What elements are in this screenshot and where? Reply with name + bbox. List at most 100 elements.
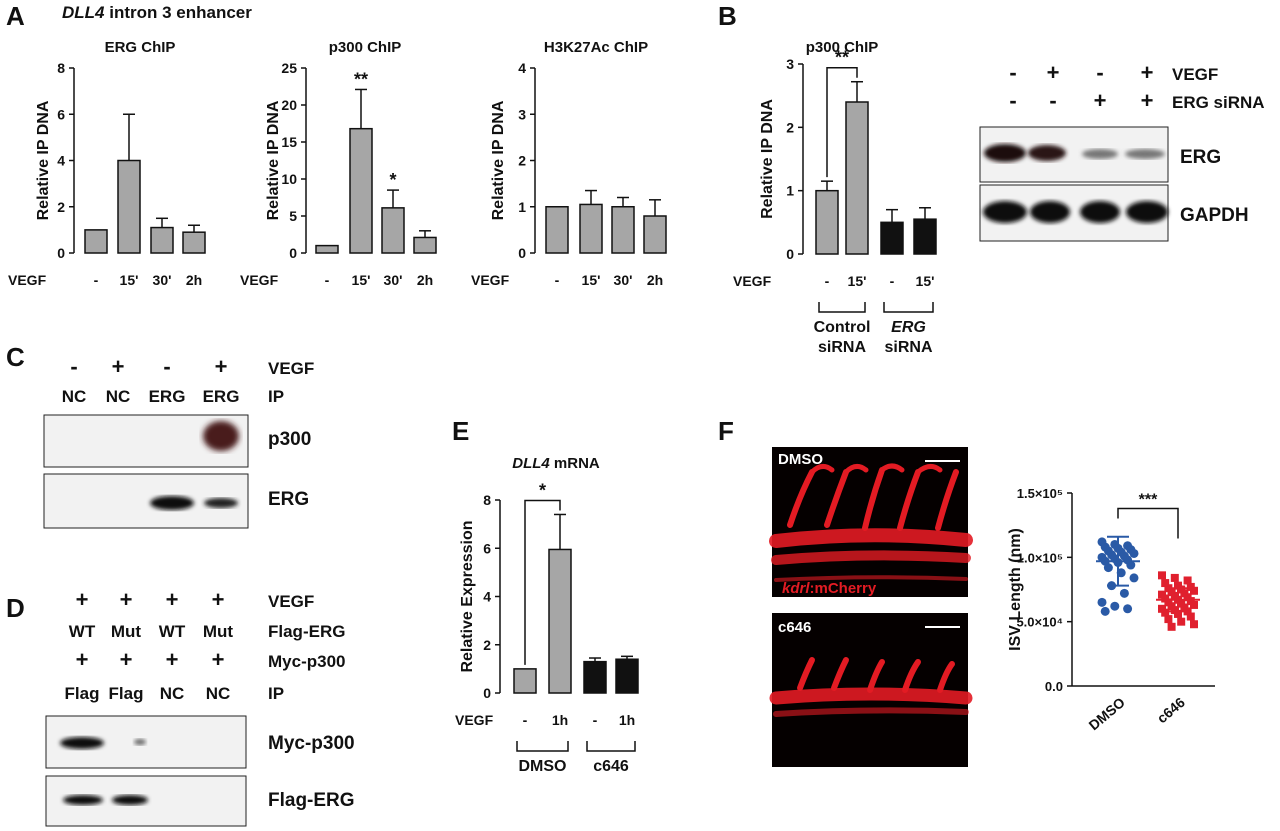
blot-header-cell: + <box>76 647 89 672</box>
zebrafish-images: DMSO kdrl:mCherry c646 <box>769 447 973 767</box>
chart-f: 0.0 5.0×10⁴ 1.0×10⁵ 1.5×10⁵ ISV Length (nm) D… <box>1007 486 1215 733</box>
blot-header-label: Flag-ERG <box>268 622 345 641</box>
chart-a2: p300 ChIP 0 5 10 15 20 25 Relative IP DNA VEGF - 1… <box>240 39 437 288</box>
chart-title: H3K27Ac ChIP <box>544 39 648 56</box>
y-tick-label: 4 <box>518 60 526 76</box>
blot-header-label: ERG siRNA <box>1172 93 1265 112</box>
x-tick-label: - <box>890 273 895 289</box>
y-tick-label: 2 <box>518 153 526 169</box>
blot-header-cell: + <box>212 587 225 612</box>
blot-header-label: VEGF <box>1172 65 1218 84</box>
data-point <box>1170 573 1179 582</box>
x-tick-label: 15' <box>848 273 867 289</box>
bar <box>913 218 937 255</box>
y-tick-label: 3 <box>786 56 794 72</box>
blot-header-cell: Flag <box>65 684 100 703</box>
data-point <box>1119 588 1129 598</box>
y-tick-label: 8 <box>483 492 491 508</box>
image-dmso <box>772 447 968 597</box>
blot-header-cell: Flag <box>109 684 144 703</box>
blot-header-cell: + <box>120 647 133 672</box>
blot-header-cell: WT <box>69 622 96 641</box>
bar <box>643 215 667 254</box>
y-tick-label: 5.0×10⁴ <box>1016 615 1063 630</box>
bar <box>84 229 108 254</box>
group-label: c646 <box>593 758 629 775</box>
y-tick-label: 4 <box>57 153 65 169</box>
band <box>204 498 238 508</box>
x-axis-label: VEGF <box>733 273 772 289</box>
y-tick-label: 1.0×10⁵ <box>1017 550 1063 565</box>
blot-b-label-gapdh: GAPDH <box>1180 205 1249 226</box>
blot-b-label-erg: ERG <box>1180 147 1221 168</box>
data-point <box>1190 600 1198 609</box>
bar <box>117 159 141 254</box>
bar <box>579 203 603 254</box>
panel-label-c: C <box>6 342 25 372</box>
chart-title: DLL4 mRNA <box>512 455 600 472</box>
blot-c: - + - + VEGF NC NC ERG ERG IP p300 ERG <box>43 354 314 529</box>
charts-layer: ERG ChIP 0 2 4 6 8 Relative IP DNA VEGF - 15' 30' 2… <box>8 39 1215 775</box>
x-tick-label: 30' <box>153 272 172 288</box>
y-tick-label: 3 <box>518 106 526 122</box>
x-axis-label: VEGF <box>455 712 494 728</box>
blot-header-cell: - <box>1049 88 1056 113</box>
data-point <box>1097 597 1107 607</box>
blot-header-cell: Mut <box>111 622 142 641</box>
bar <box>182 231 206 254</box>
x-tick-label: - <box>593 712 598 728</box>
data-point <box>1161 608 1170 617</box>
dmso-vessels <box>769 463 973 582</box>
blot-header-cell: - <box>163 354 170 379</box>
x-axis-label: VEGF <box>240 272 279 288</box>
band <box>1082 149 1118 159</box>
chart-title: p300 ChIP <box>329 39 402 56</box>
y-axis-label: ISV Length (nm) <box>1007 528 1024 651</box>
band <box>203 421 239 451</box>
y-tick-label: 20 <box>281 97 297 113</box>
blot-header-cell: ERG <box>203 387 240 406</box>
y-tick-label: 0 <box>786 246 794 262</box>
bar <box>413 236 437 254</box>
bar <box>611 206 635 254</box>
panel-label-a: A <box>6 1 25 31</box>
x-tick-label: 30' <box>384 272 403 288</box>
image-caption: kdrl:mCherry <box>782 580 877 597</box>
band <box>984 144 1026 162</box>
blot-d-label-flag: Flag-ERG <box>268 790 355 811</box>
y-tick-label: 6 <box>483 540 491 556</box>
y-tick-label: 0 <box>518 245 526 261</box>
x-tick-label: 2h <box>417 272 433 288</box>
bar <box>315 244 339 254</box>
y-tick-label: 0 <box>289 245 297 261</box>
x-tick-label: 2h <box>647 272 663 288</box>
data-point <box>1167 622 1176 631</box>
y-tick-label: 25 <box>281 60 297 76</box>
significance-marker: ** <box>835 48 849 68</box>
image-label-c646: c646 <box>778 619 811 636</box>
title-rest: mRNA <box>550 455 600 472</box>
y-axis-label: Relative IP DNA <box>265 100 282 220</box>
bar <box>548 548 572 694</box>
x-tick-label: 1h <box>552 712 568 728</box>
y-tick-label: 0.0 <box>1045 679 1063 694</box>
band <box>1126 201 1168 223</box>
data-point <box>1123 604 1133 614</box>
chart-a1: ERG ChIP 0 2 4 6 8 Relative IP DNA VEGF - 15' 30' 2… <box>8 39 206 288</box>
x-tick-label: - <box>94 272 99 288</box>
x-tick-label: 2h <box>186 272 202 288</box>
data-point <box>1110 601 1120 611</box>
x-tick-label: 1h <box>619 712 635 728</box>
group-label: DMSO <box>519 758 567 775</box>
blot-header-label: VEGF <box>268 359 314 378</box>
band <box>112 795 148 805</box>
x-tick-label: 15' <box>582 272 601 288</box>
group-label: Control <box>814 319 871 336</box>
data-point <box>1174 609 1182 618</box>
panel-label-d: D <box>6 593 25 623</box>
y-axis-label: Relative IP DNA <box>490 100 507 220</box>
band <box>134 739 146 745</box>
y-tick-label: 2 <box>483 637 491 653</box>
blot-header-label: VEGF <box>268 592 314 611</box>
